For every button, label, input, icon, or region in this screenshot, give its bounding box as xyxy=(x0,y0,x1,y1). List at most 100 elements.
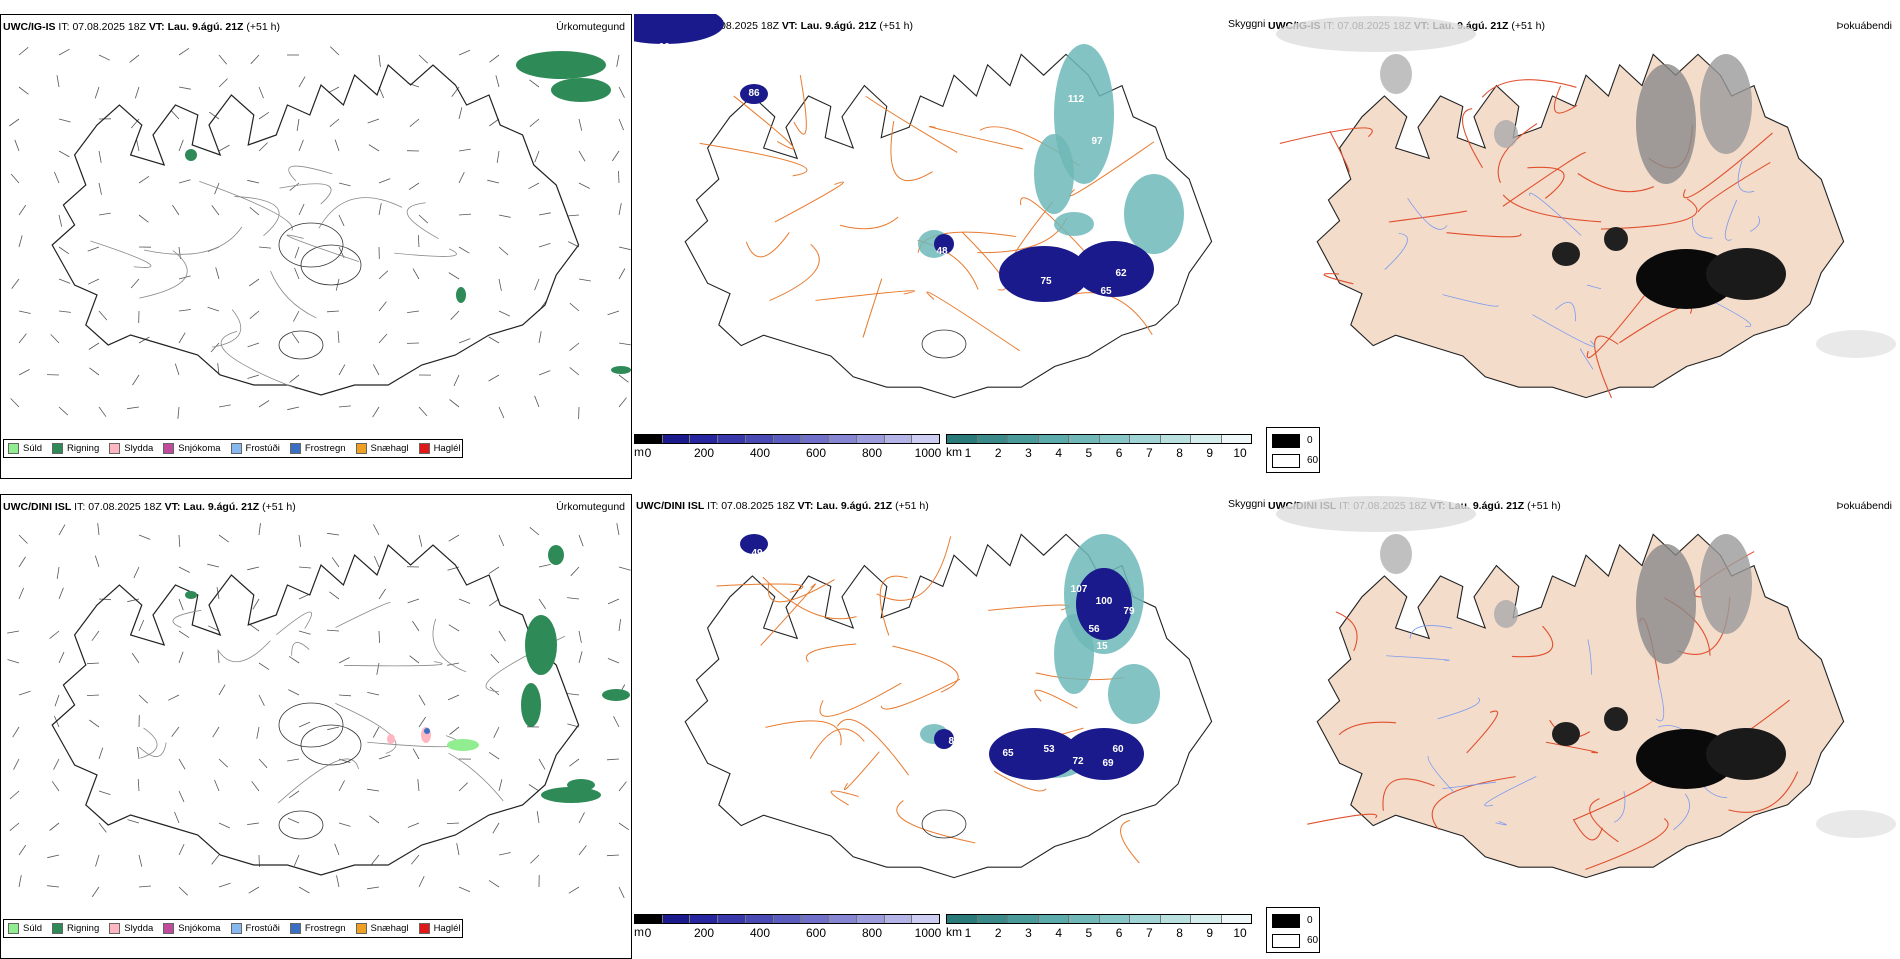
legend-label: Frostúði xyxy=(246,923,280,934)
legend-label: Frostúði xyxy=(246,443,280,454)
tick-label: 6 xyxy=(1116,446,1123,460)
colorbar-step xyxy=(1222,435,1252,443)
tick-label: 10 xyxy=(1233,446,1246,460)
tick-label: 9 xyxy=(1206,926,1213,940)
tick-label: 4 xyxy=(1055,926,1062,940)
legend-swatch xyxy=(109,923,120,934)
ceiling-colorbar xyxy=(634,914,940,924)
ceiling-label: 10 xyxy=(1038,116,1050,127)
ceiling-label: 56 xyxy=(1088,624,1100,635)
ceiling-label: 79 xyxy=(1123,606,1135,617)
colorbar-step xyxy=(978,435,1009,443)
colorbar-step xyxy=(885,915,913,923)
iceland-fog-map xyxy=(1266,494,1898,904)
colorbar-step xyxy=(635,915,663,923)
colorbar-step xyxy=(1191,915,1222,923)
colorbar-step xyxy=(947,435,978,443)
ceiling-label: 69 xyxy=(1102,758,1114,769)
iceland-precip-map xyxy=(1,495,632,959)
tick-label: 400 xyxy=(750,446,770,460)
legend-swatch xyxy=(356,443,367,454)
colorbar-step xyxy=(912,915,939,923)
legend-swatch xyxy=(231,443,242,454)
colorbar-step xyxy=(1191,435,1222,443)
legend-swatch xyxy=(52,443,63,454)
colorbar-step xyxy=(635,435,663,443)
legend-swatch xyxy=(290,443,301,454)
panel-type-label: Skyggni xyxy=(1228,498,1265,510)
ceiling-label: 112 xyxy=(1068,94,1085,105)
ceiling-label: 100 xyxy=(1096,596,1113,607)
colorbar-step xyxy=(663,435,691,443)
ceiling-label: 65 xyxy=(1002,748,1014,759)
tick-label: 1000 xyxy=(915,926,942,940)
fog-panel-row1: UWC/IG-IS IT: 07.08.2025 18Z VT: Lau. 9.… xyxy=(1266,14,1898,479)
ceiling-label: 53 xyxy=(1043,744,1055,755)
tick-label: 7 xyxy=(1146,926,1153,940)
legend-label: Súld xyxy=(23,443,42,454)
fog-legend-swatch xyxy=(1272,434,1300,448)
tick-label: 5 xyxy=(1086,446,1093,460)
legend-item: Frostregn xyxy=(290,923,346,934)
legend-label: Snæhagl xyxy=(371,923,409,934)
tick-label: 1000 xyxy=(915,446,942,460)
colorbar-step xyxy=(1130,435,1161,443)
ceiling-label: 72 xyxy=(1072,756,1084,767)
legend-swatch xyxy=(356,923,367,934)
ceiling-label: 97 xyxy=(1091,136,1103,147)
iceland-fog-map xyxy=(1266,14,1898,424)
colorbar-step xyxy=(1039,915,1070,923)
colorbar-step xyxy=(1008,435,1039,443)
fog-legend-swatch xyxy=(1272,914,1300,928)
colorbar-step xyxy=(1008,915,1039,923)
colorbar-step xyxy=(718,915,746,923)
legend-item: Snæhagl xyxy=(356,443,409,454)
legend-label: Haglél xyxy=(434,923,461,934)
ceiling-label: 66 xyxy=(658,42,670,53)
tick-label: 200 xyxy=(694,446,714,460)
ceiling-label: 107 xyxy=(1071,584,1088,595)
tick-label: 800 xyxy=(862,926,882,940)
tick-label: 200 xyxy=(694,926,714,940)
colorbar-step xyxy=(774,915,802,923)
legend-swatch xyxy=(419,923,430,934)
colorbar-step xyxy=(978,915,1009,923)
fog-legend-swatch xyxy=(1272,454,1300,468)
ceiling-label: 62 xyxy=(1115,268,1127,279)
legend-swatch xyxy=(52,923,63,934)
legend-item: Frostúði xyxy=(231,443,280,454)
colorbar-step xyxy=(746,915,774,923)
ceiling-label: 75 xyxy=(1040,276,1052,287)
tick-label: 400 xyxy=(750,926,770,940)
colorbar-step xyxy=(746,435,774,443)
vis-colorbar xyxy=(946,914,1252,924)
legend-label: Haglél xyxy=(434,443,461,454)
legend-item: Snæhagl xyxy=(356,923,409,934)
colorbar-step xyxy=(690,915,718,923)
legend-swatch xyxy=(419,443,430,454)
legend-swatch xyxy=(8,443,19,454)
colorbar-step xyxy=(663,915,691,923)
tick-label: 7 xyxy=(1146,446,1153,460)
tick-label: 800 xyxy=(862,446,882,460)
ceiling-colorbar xyxy=(634,434,940,444)
colorbar-step xyxy=(1100,435,1131,443)
visibility-panel-row2: UWC/DINI ISL IT: 07.08.2025 18Z VT: Lau.… xyxy=(634,494,1266,959)
tick-label: 0 xyxy=(645,446,652,460)
legend-label: Snæhagl xyxy=(371,443,409,454)
tick-label: 1 xyxy=(965,446,972,460)
legend-item: Rigning xyxy=(52,443,99,454)
legend-item: Frostúði xyxy=(231,923,280,934)
ceiling-label: 94 xyxy=(1080,294,1092,305)
colorbar-step xyxy=(857,915,885,923)
colorbar-step xyxy=(774,435,802,443)
legend-item: Haglél xyxy=(419,923,461,934)
ceiling-label: 49 xyxy=(751,548,763,559)
fog-legend-label: 0 xyxy=(1307,435,1313,446)
